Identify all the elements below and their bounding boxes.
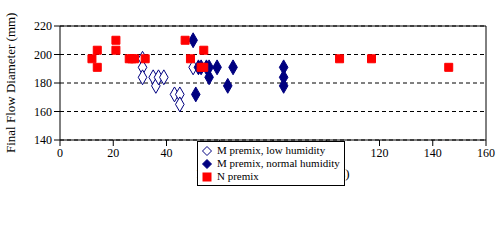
svg-text:160: 160 — [34, 105, 52, 119]
svg-text:80: 80 — [267, 146, 279, 160]
svg-text:220: 220 — [34, 19, 52, 33]
svg-text:120: 120 — [371, 146, 389, 160]
svg-text:160: 160 — [477, 146, 491, 160]
svg-text:40: 40 — [161, 146, 173, 160]
svg-text:20: 20 — [107, 146, 119, 160]
svg-text:200: 200 — [34, 48, 52, 62]
svg-text:Final Flow Diameter (mm): Final Flow Diameter (mm) — [8, 13, 18, 153]
svg-text:140: 140 — [424, 146, 442, 160]
svg-text:0: 0 — [57, 146, 63, 160]
svg-text:Premix Age at Casting (days): Premix Age at Casting (days) — [196, 166, 349, 181]
svg-text:60: 60 — [214, 146, 226, 160]
svg-text:100: 100 — [317, 146, 335, 160]
svg-text:140: 140 — [34, 133, 52, 147]
svg-text:180: 180 — [34, 76, 52, 90]
